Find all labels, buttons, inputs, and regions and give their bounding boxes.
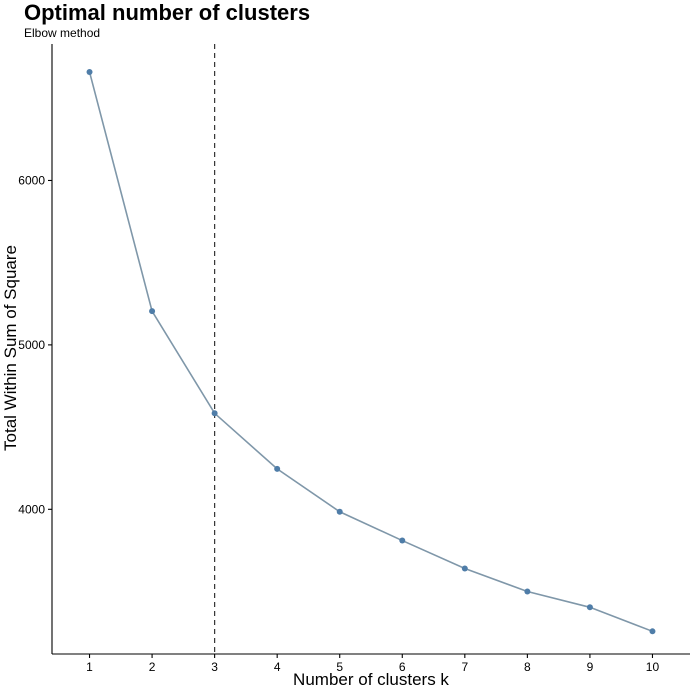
series-line	[88, 71, 653, 633]
y-axis-label: Total Within Sum of Square	[1, 245, 20, 451]
x-tick-label: 9	[587, 660, 594, 674]
data-point	[399, 537, 406, 544]
x-tick-label: 7	[461, 660, 468, 674]
x-tick-label: 6	[399, 660, 406, 674]
data-point	[524, 588, 531, 595]
data-point	[274, 465, 281, 472]
y-tick-label: 6000	[18, 173, 45, 187]
data-point	[586, 604, 593, 611]
chart-title: Optimal number of clusters	[24, 0, 310, 25]
data-point	[461, 565, 468, 572]
chart-subtitle: Elbow method	[24, 26, 100, 40]
data-point	[336, 508, 343, 515]
y-tick-label: 5000	[18, 338, 45, 352]
x-tick-label: 2	[149, 660, 156, 674]
x-tick-label: 1	[86, 660, 93, 674]
data-point	[649, 628, 656, 635]
plot-area: 4000 5000 6000 1 2 3 4 5 6 7 8 9 10	[18, 44, 690, 674]
x-tick-label: 8	[524, 660, 531, 674]
x-tick-label: 5	[336, 660, 343, 674]
x-axis-label: Number of clusters k	[293, 670, 449, 688]
x-tick-label: 10	[646, 660, 660, 674]
y-tick-label: 4000	[18, 502, 45, 516]
data-point	[149, 308, 156, 315]
x-tick-label: 3	[211, 660, 218, 674]
data-point	[211, 410, 218, 417]
x-tick-label: 4	[274, 660, 281, 674]
data-point	[86, 68, 93, 75]
